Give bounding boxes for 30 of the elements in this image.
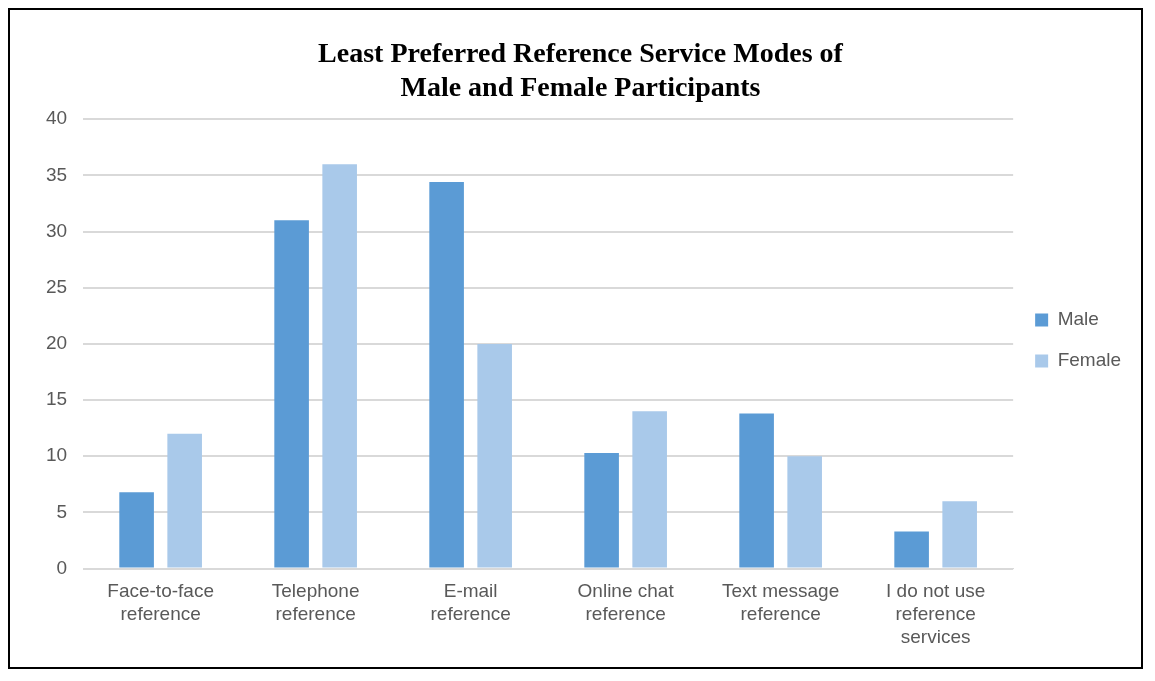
- bar: [322, 164, 357, 568]
- bar: [584, 452, 619, 568]
- y-tick-label: 20: [45, 332, 68, 354]
- y-tick-label: 10: [45, 444, 68, 466]
- y-tick-label: 5: [56, 500, 68, 522]
- bar: [739, 413, 774, 568]
- y-tick-label: 40: [45, 107, 68, 129]
- x-tick-label: I do not use reference services: [886, 580, 986, 647]
- legend-label: Female: [1057, 349, 1121, 371]
- x-tick-label: Text message reference: [722, 580, 840, 625]
- bar: [787, 456, 822, 568]
- x-tick-label: Telephone reference: [271, 580, 360, 625]
- chart-title: Least Preferred Reference Service Modes of Male and Female Participants: [318, 37, 844, 102]
- y-tick-label: 35: [45, 163, 68, 185]
- y-tick-label: 25: [45, 275, 68, 297]
- x-tick-label: Online chat reference: [577, 580, 675, 625]
- bar: [942, 501, 977, 568]
- bar: [274, 220, 309, 568]
- bar: [119, 492, 154, 568]
- bar: [167, 433, 202, 568]
- bar: [632, 411, 667, 568]
- x-tick-label: Face-to-face reference: [107, 580, 214, 625]
- y-tick-label: 15: [45, 388, 68, 410]
- bar: [429, 182, 464, 568]
- bar: [477, 343, 512, 568]
- y-tick-label: 0: [56, 556, 68, 578]
- legend-label: Male: [1057, 308, 1099, 330]
- y-tick-label: 30: [45, 219, 68, 241]
- bar: [894, 531, 929, 568]
- x-tick-label: E-mail reference: [430, 580, 511, 625]
